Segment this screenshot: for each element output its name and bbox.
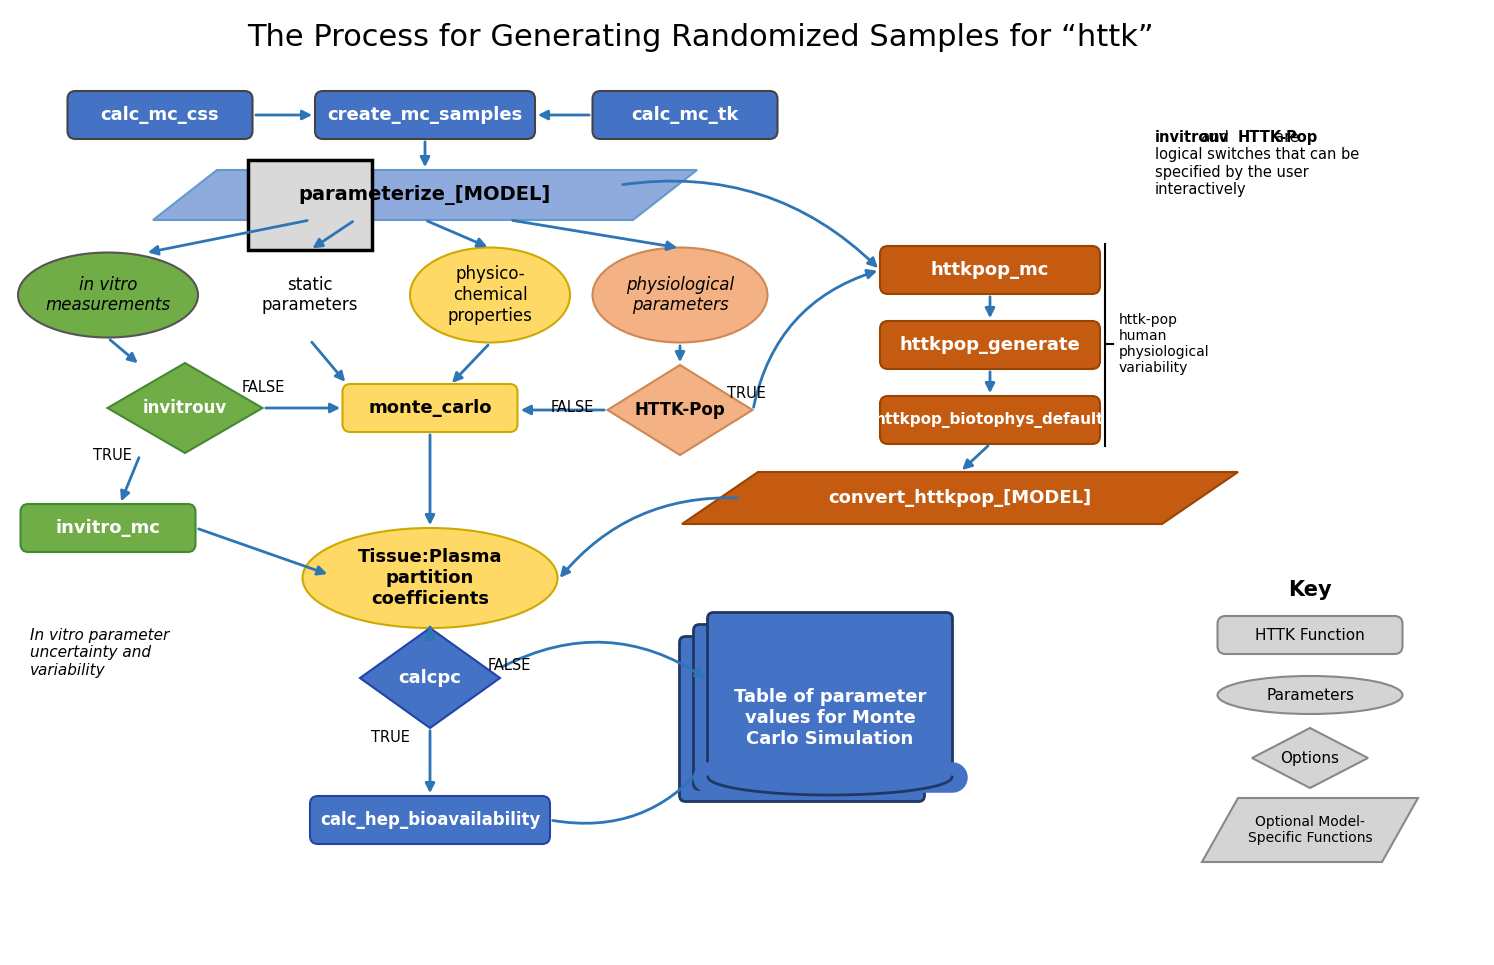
Text: Options: Options <box>1280 751 1340 765</box>
Text: Key: Key <box>1288 580 1331 600</box>
FancyBboxPatch shape <box>248 160 372 250</box>
Text: in vitro
measurements: in vitro measurements <box>45 276 170 315</box>
Ellipse shape <box>302 528 557 628</box>
Text: httkpop_generate: httkpop_generate <box>899 336 1080 354</box>
Text: httk-pop
human
physiological
variability: httk-pop human physiological variability <box>1119 313 1210 375</box>
Text: In vitro parameter
uncertainty and
variability: In vitro parameter uncertainty and varia… <box>30 628 169 677</box>
Text: convert_httkpop_[MODEL]: convert_httkpop_[MODEL] <box>829 489 1092 507</box>
FancyBboxPatch shape <box>880 246 1100 294</box>
FancyBboxPatch shape <box>693 624 938 789</box>
Text: calcpc: calcpc <box>399 669 462 687</box>
Text: invitrouv: invitrouv <box>143 399 227 417</box>
Text: Tissue:Plasma
partition
coefficients: Tissue:Plasma partition coefficients <box>357 548 502 608</box>
Ellipse shape <box>18 253 199 338</box>
Text: invitro_mc: invitro_mc <box>55 519 160 537</box>
Polygon shape <box>1203 798 1418 862</box>
FancyBboxPatch shape <box>315 91 535 139</box>
Ellipse shape <box>593 247 768 343</box>
Text: Parameters: Parameters <box>1265 687 1354 703</box>
Text: create_mc_samples: create_mc_samples <box>327 106 523 124</box>
Polygon shape <box>608 365 753 455</box>
Text: TRUE: TRUE <box>371 730 409 745</box>
Text: httkpop_biotophys_default: httkpop_biotophys_default <box>875 412 1104 428</box>
Text: FALSE: FALSE <box>551 400 595 416</box>
Text: Table of parameter
values for Monte
Carlo Simulation: Table of parameter values for Monte Carl… <box>734 688 926 748</box>
Text: invitrouv: invitrouv <box>1155 130 1230 145</box>
FancyBboxPatch shape <box>880 396 1100 444</box>
FancyBboxPatch shape <box>880 321 1100 369</box>
FancyBboxPatch shape <box>680 637 925 802</box>
Text: HTTK-Pop: HTTK-Pop <box>1239 130 1318 145</box>
Text: HTTK Function: HTTK Function <box>1255 627 1366 643</box>
Text: FALSE: FALSE <box>489 657 532 673</box>
Text: HTTK-Pop: HTTK-Pop <box>635 401 726 419</box>
Text: and          are
logical switches that can be
specified by the user
interactivel: and are logical switches that can be spe… <box>1155 130 1360 197</box>
Polygon shape <box>681 472 1239 524</box>
FancyBboxPatch shape <box>309 796 550 844</box>
Text: calc_mc_tk: calc_mc_tk <box>632 106 738 124</box>
Text: The Process for Generating Randomized Samples for “httk”: The Process for Generating Randomized Sa… <box>247 23 1153 52</box>
FancyBboxPatch shape <box>21 504 196 552</box>
Ellipse shape <box>409 247 571 343</box>
FancyBboxPatch shape <box>593 91 777 139</box>
FancyBboxPatch shape <box>342 384 517 432</box>
Polygon shape <box>1252 728 1369 788</box>
FancyBboxPatch shape <box>1218 616 1403 654</box>
Text: monte_carlo: monte_carlo <box>368 399 492 417</box>
Text: physico-
chemical
properties: physico- chemical properties <box>448 265 532 325</box>
Text: calc_hep_bioavailability: calc_hep_bioavailability <box>320 811 541 829</box>
Text: parameterize_[MODEL]: parameterize_[MODEL] <box>299 185 551 205</box>
Ellipse shape <box>1218 676 1403 714</box>
Text: TRUE: TRUE <box>93 448 131 462</box>
FancyBboxPatch shape <box>708 613 953 778</box>
Polygon shape <box>152 170 698 220</box>
Text: static
parameters: static parameters <box>261 276 359 315</box>
Text: httkpop_mc: httkpop_mc <box>931 261 1049 279</box>
Polygon shape <box>360 628 500 728</box>
Text: physiological
parameters: physiological parameters <box>626 276 734 315</box>
Text: calc_mc_css: calc_mc_css <box>100 106 220 124</box>
Text: Optional Model-
Specific Functions: Optional Model- Specific Functions <box>1247 814 1373 845</box>
Text: FALSE: FALSE <box>242 380 285 396</box>
FancyBboxPatch shape <box>67 91 252 139</box>
Polygon shape <box>108 363 263 453</box>
Text: TRUE: TRUE <box>728 385 766 400</box>
